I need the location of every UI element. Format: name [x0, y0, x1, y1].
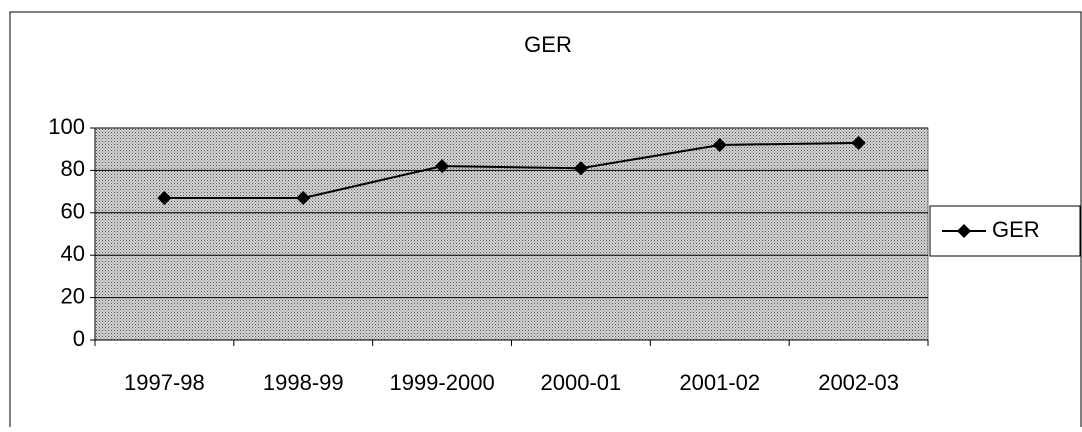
x-tick-label: 2000-01 — [541, 370, 622, 395]
y-tick-label: 80 — [61, 156, 85, 181]
x-tick-label: 2002-03 — [818, 370, 899, 395]
legend-label: GER — [992, 217, 1040, 242]
x-tick-label: 1999-2000 — [389, 370, 494, 395]
series-line — [164, 141, 859, 199]
y-tick-label: 40 — [61, 241, 85, 266]
point-marker — [435, 159, 450, 174]
y-tick-label: 60 — [61, 199, 85, 224]
y-tick-label: 100 — [48, 114, 85, 139]
y-tick-label: 0 — [73, 326, 85, 351]
x-tick-label: 1998-99 — [263, 370, 344, 395]
x-tick-label: 2001-02 — [679, 370, 760, 395]
point-marker — [296, 190, 311, 205]
point-marker — [573, 161, 588, 176]
legend-marker — [957, 224, 971, 238]
x-tick-label: 1997-98 — [124, 370, 205, 395]
y-tick-label: 20 — [61, 283, 85, 308]
plot-area — [94, 127, 929, 341]
point-marker — [712, 137, 727, 152]
point-marker — [851, 135, 866, 150]
chart-title: GER — [524, 32, 572, 57]
point-marker — [157, 190, 172, 205]
